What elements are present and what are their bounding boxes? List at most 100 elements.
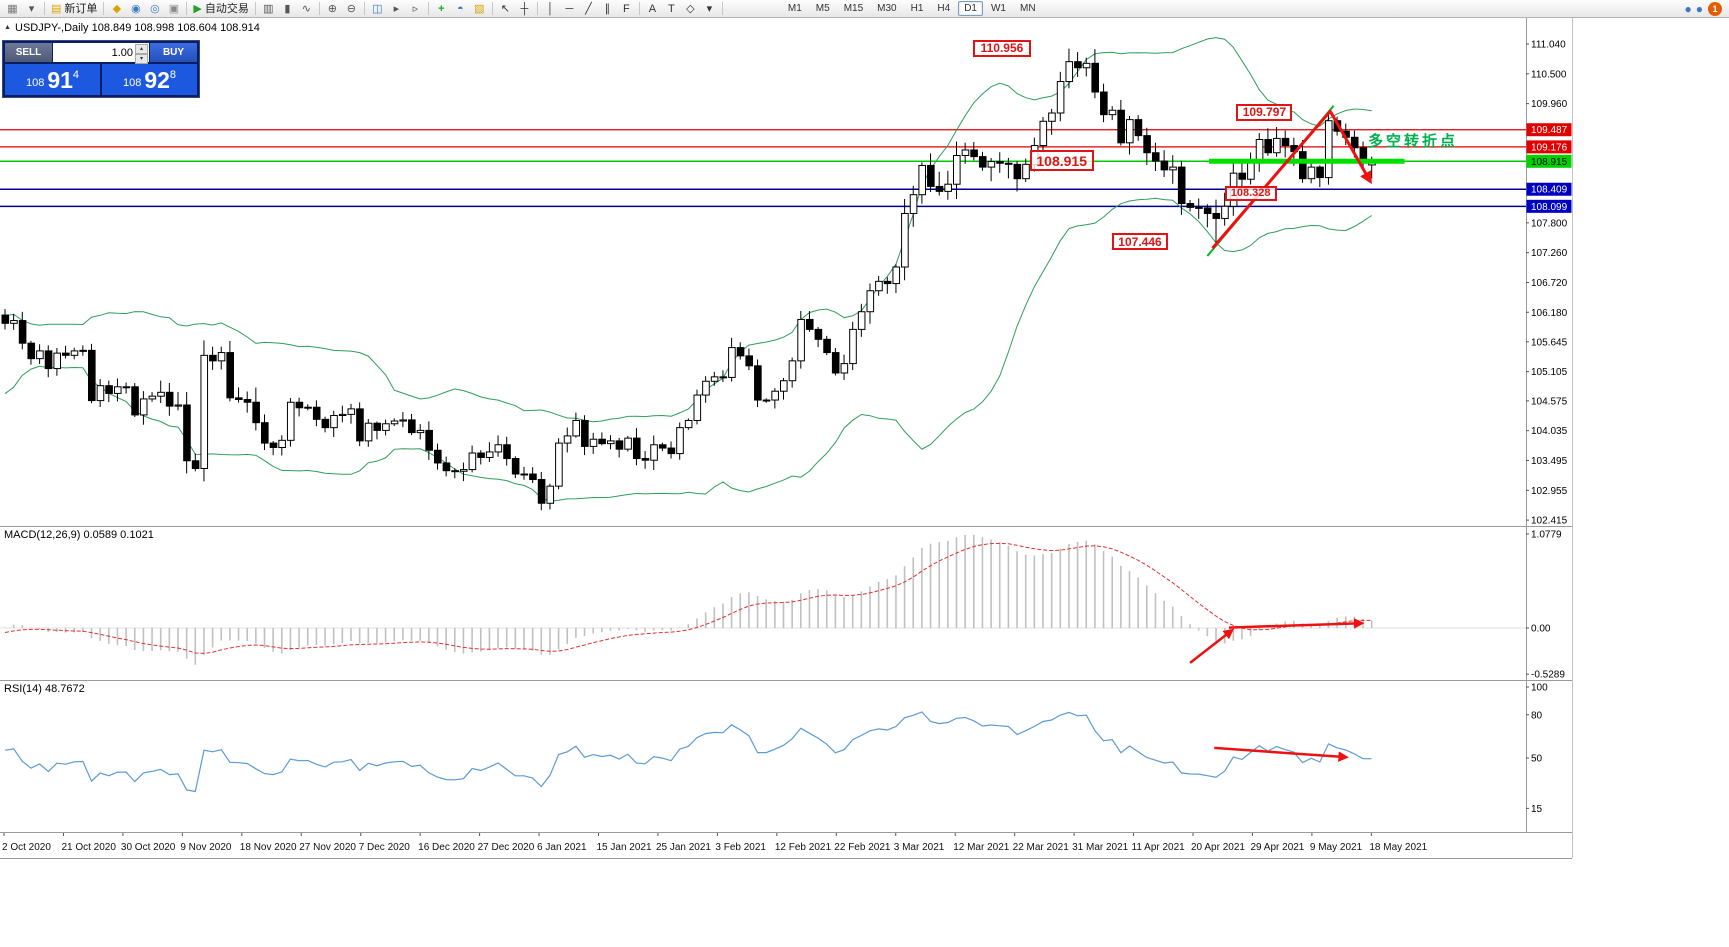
add-indicator-icon[interactable]: + — [438, 2, 445, 15]
volume-up-icon[interactable]: ▴ — [135, 44, 148, 54]
sell-button[interactable]: SELL — [5, 43, 52, 62]
oneclick-collapse-icon[interactable]: ▲ — [4, 24, 11, 31]
price-annotation-108.328[interactable]: 108.328 — [1224, 185, 1277, 201]
new-order-button[interactable]: ▤ 新订单 — [49, 1, 99, 17]
volume-spinner: ▴ ▾ — [135, 44, 148, 64]
navigator-icon[interactable]: ◎ — [150, 2, 160, 15]
timeframe-m1[interactable]: M1 — [787, 3, 802, 14]
svg-text:6 Jan 2021: 6 Jan 2021 — [537, 842, 587, 853]
auto-scroll-icon[interactable]: ▸ — [393, 2, 400, 15]
chart-shift-icon[interactable]: ▹ — [412, 2, 419, 15]
chart-list-dropdown-icon[interactable]: ▾ — [28, 2, 35, 15]
volume-down-icon[interactable]: ▾ — [135, 54, 148, 64]
notifications-badge[interactable]: 1 — [1708, 1, 1722, 16]
timeframe-mn[interactable]: MN — [1019, 3, 1036, 14]
toolbar-right-icons: ● ● 1 — [1683, 1, 1722, 16]
price-annotation-107.446[interactable]: 107.446 — [1112, 233, 1168, 251]
crosshair-icon[interactable]: ┼ — [520, 2, 529, 15]
svg-text:108.099: 108.099 — [1531, 202, 1568, 213]
svg-text:18 May 2021: 18 May 2021 — [1369, 842, 1427, 853]
sell-price-sup: 4 — [72, 68, 80, 81]
terminal-icon[interactable]: ▣ — [168, 2, 180, 15]
zoom-out-icon[interactable]: ⊖ — [346, 2, 356, 15]
svg-text:2 Oct 2020: 2 Oct 2020 — [2, 842, 51, 853]
svg-text:3 Mar 2021: 3 Mar 2021 — [894, 842, 945, 853]
tile-windows-icon[interactable]: ◫ — [372, 2, 383, 15]
timeframe-d1[interactable]: D1 — [958, 1, 983, 16]
svg-text:12 Feb 2021: 12 Feb 2021 — [775, 842, 832, 853]
svg-text:103.495: 103.495 — [1531, 456, 1568, 467]
svg-text:108.409: 108.409 — [1531, 185, 1568, 196]
timeframe-m30[interactable]: M30 — [877, 3, 897, 14]
svg-text:105.645: 105.645 — [1531, 337, 1568, 348]
toolbar-separator — [254, 2, 256, 15]
arrows-tool-icon[interactable]: ◇ — [686, 2, 695, 15]
text-label-icon[interactable]: T — [668, 2, 675, 15]
autotrading-button[interactable]: ▶ 自动交易 — [191, 1, 250, 17]
horizontal-line-icon[interactable]: ─ — [565, 2, 574, 15]
vertical-line-icon[interactable]: │ — [546, 2, 554, 15]
svg-text:109.960: 109.960 — [1531, 99, 1568, 110]
community-icon[interactable]: ● — [1684, 1, 1692, 16]
timeframe-m5[interactable]: M5 — [815, 3, 830, 14]
candlestick-chart-icon[interactable]: ▮ — [284, 2, 291, 15]
svg-text:107.260: 107.260 — [1531, 248, 1568, 259]
bar-chart-icon[interactable]: ▥ — [263, 2, 274, 15]
svg-text:107.800: 107.800 — [1531, 218, 1568, 229]
help-icon[interactable]: ● — [1695, 1, 1703, 16]
svg-text:15: 15 — [1531, 804, 1543, 815]
time-axis[interactable]: 2 Oct 2020 21 Oct 2020 30 Oct 2020 9 Nov 20… — [2, 833, 1428, 853]
timeframe-h4[interactable]: H4 — [937, 3, 951, 14]
svg-text:105.105: 105.105 — [1531, 367, 1568, 378]
template-icon[interactable]: ▨ — [474, 2, 485, 15]
market-watch-icon[interactable]: ◆ — [112, 2, 122, 15]
svg-text:104.035: 104.035 — [1531, 426, 1568, 437]
sell-price-button[interactable]: 108 91 4 — [5, 64, 100, 95]
fibonacci-icon[interactable]: F — [623, 2, 630, 15]
volume-value: 1.00 — [111, 46, 133, 59]
bull-bear-turning-point-note: 多空转折点 — [1368, 133, 1459, 150]
new-order-button-label: 新订单 — [64, 2, 98, 15]
timeframe-m15[interactable]: M15 — [843, 3, 864, 14]
price-annotation-109.797[interactable]: 109.797 — [1236, 103, 1293, 121]
text-icon[interactable]: A — [648, 2, 657, 15]
toolbar-separator — [491, 2, 493, 15]
line-chart-icon[interactable]: ∿ — [301, 2, 311, 15]
toolbar-separator — [318, 2, 320, 15]
volume-input[interactable]: 1.00 ▴ ▾ — [53, 43, 149, 64]
svg-text:12 Mar 2021: 12 Mar 2021 — [953, 842, 1010, 853]
toolbar-separator — [638, 2, 640, 15]
svg-text:30 Oct 2020: 30 Oct 2020 — [121, 842, 176, 853]
toolbar-separator — [103, 2, 105, 15]
timeframe-w1[interactable]: W1 — [990, 3, 1006, 14]
new-chart-icon[interactable]: ▦ — [7, 2, 18, 15]
autotrading-button-label: 自动交易 — [204, 2, 249, 15]
cursor-icon[interactable]: ↖ — [500, 2, 510, 15]
channel-icon[interactable]: ∥ — [604, 2, 611, 15]
trendline-icon[interactable]: ╱ — [585, 2, 592, 15]
toolbar-separator — [44, 2, 45, 15]
svg-text:102.415: 102.415 — [1531, 516, 1568, 527]
buy-price-base: 108 — [122, 76, 142, 89]
svg-text:50: 50 — [1531, 754, 1543, 765]
objects-dropdown-icon[interactable]: ▾ — [706, 2, 713, 15]
timeframe-h1[interactable]: H1 — [910, 3, 924, 14]
price-axis[interactable]: 111.040 110.500 109.960 107.800 107.260 106.7… — [1526, 40, 1572, 815]
price-annotation-110.956[interactable]: 110.956 — [972, 39, 1031, 57]
zoom-in-icon[interactable]: ⊕ — [327, 2, 337, 15]
drawing-objects-layer[interactable] — [1189, 105, 1372, 762]
svg-text:0.00: 0.00 — [1531, 624, 1551, 635]
price-annotation-108.915[interactable]: 108.915 — [1029, 150, 1094, 172]
svg-text:29 Apr 2021: 29 Apr 2021 — [1250, 842, 1304, 853]
svg-text:100: 100 — [1531, 683, 1548, 694]
buy-price-button[interactable]: 108 92 8 — [102, 64, 197, 95]
svg-text:21 Oct 2020: 21 Oct 2020 — [61, 842, 116, 853]
buy-button[interactable]: BUY — [150, 43, 197, 62]
data-window-icon[interactable]: ◉ — [131, 2, 141, 15]
svg-text:111.040: 111.040 — [1531, 40, 1566, 51]
period-icon[interactable]: ◓ — [457, 2, 464, 15]
svg-text:104.575: 104.575 — [1531, 396, 1568, 407]
svg-text:18 Nov 2020: 18 Nov 2020 — [240, 842, 297, 853]
sell-price-big: 91 — [47, 66, 73, 93]
